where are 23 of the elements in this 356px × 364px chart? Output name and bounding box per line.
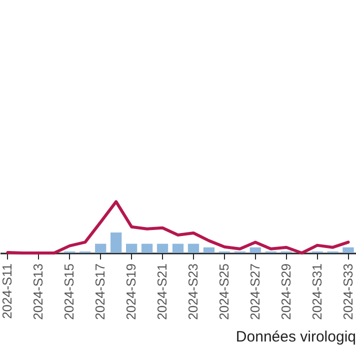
bar (250, 247, 261, 253)
bar (156, 244, 168, 253)
bar (141, 244, 153, 253)
bar (342, 247, 354, 253)
x-tick-label: 2024-S23 (185, 264, 200, 320)
text: Données virologiq (236, 328, 356, 346)
bar (110, 232, 122, 253)
x-tick-label: 2024-S21 (154, 264, 170, 320)
bar (126, 244, 138, 253)
bar (188, 244, 200, 253)
x-tick-label: 2024-S11 (0, 264, 15, 319)
x-tick-label: 2024-S27 (247, 264, 262, 320)
x-tick-label: 2024-S13 (30, 264, 46, 320)
x-tick-label: 2024-S19 (124, 264, 139, 320)
bar (203, 247, 215, 253)
x-tick-label: 2024-S17 (92, 264, 108, 320)
x-tick-label: 2024-S33 (340, 264, 356, 320)
bar (95, 244, 106, 253)
x-tick-label: 2024-S29 (278, 264, 294, 320)
x-tick-label: 2024-S25 (216, 264, 232, 320)
bar (172, 244, 184, 253)
x-tick-label: 2024-S15 (62, 264, 77, 320)
x-tick-label: 2024-S31 (309, 264, 324, 320)
